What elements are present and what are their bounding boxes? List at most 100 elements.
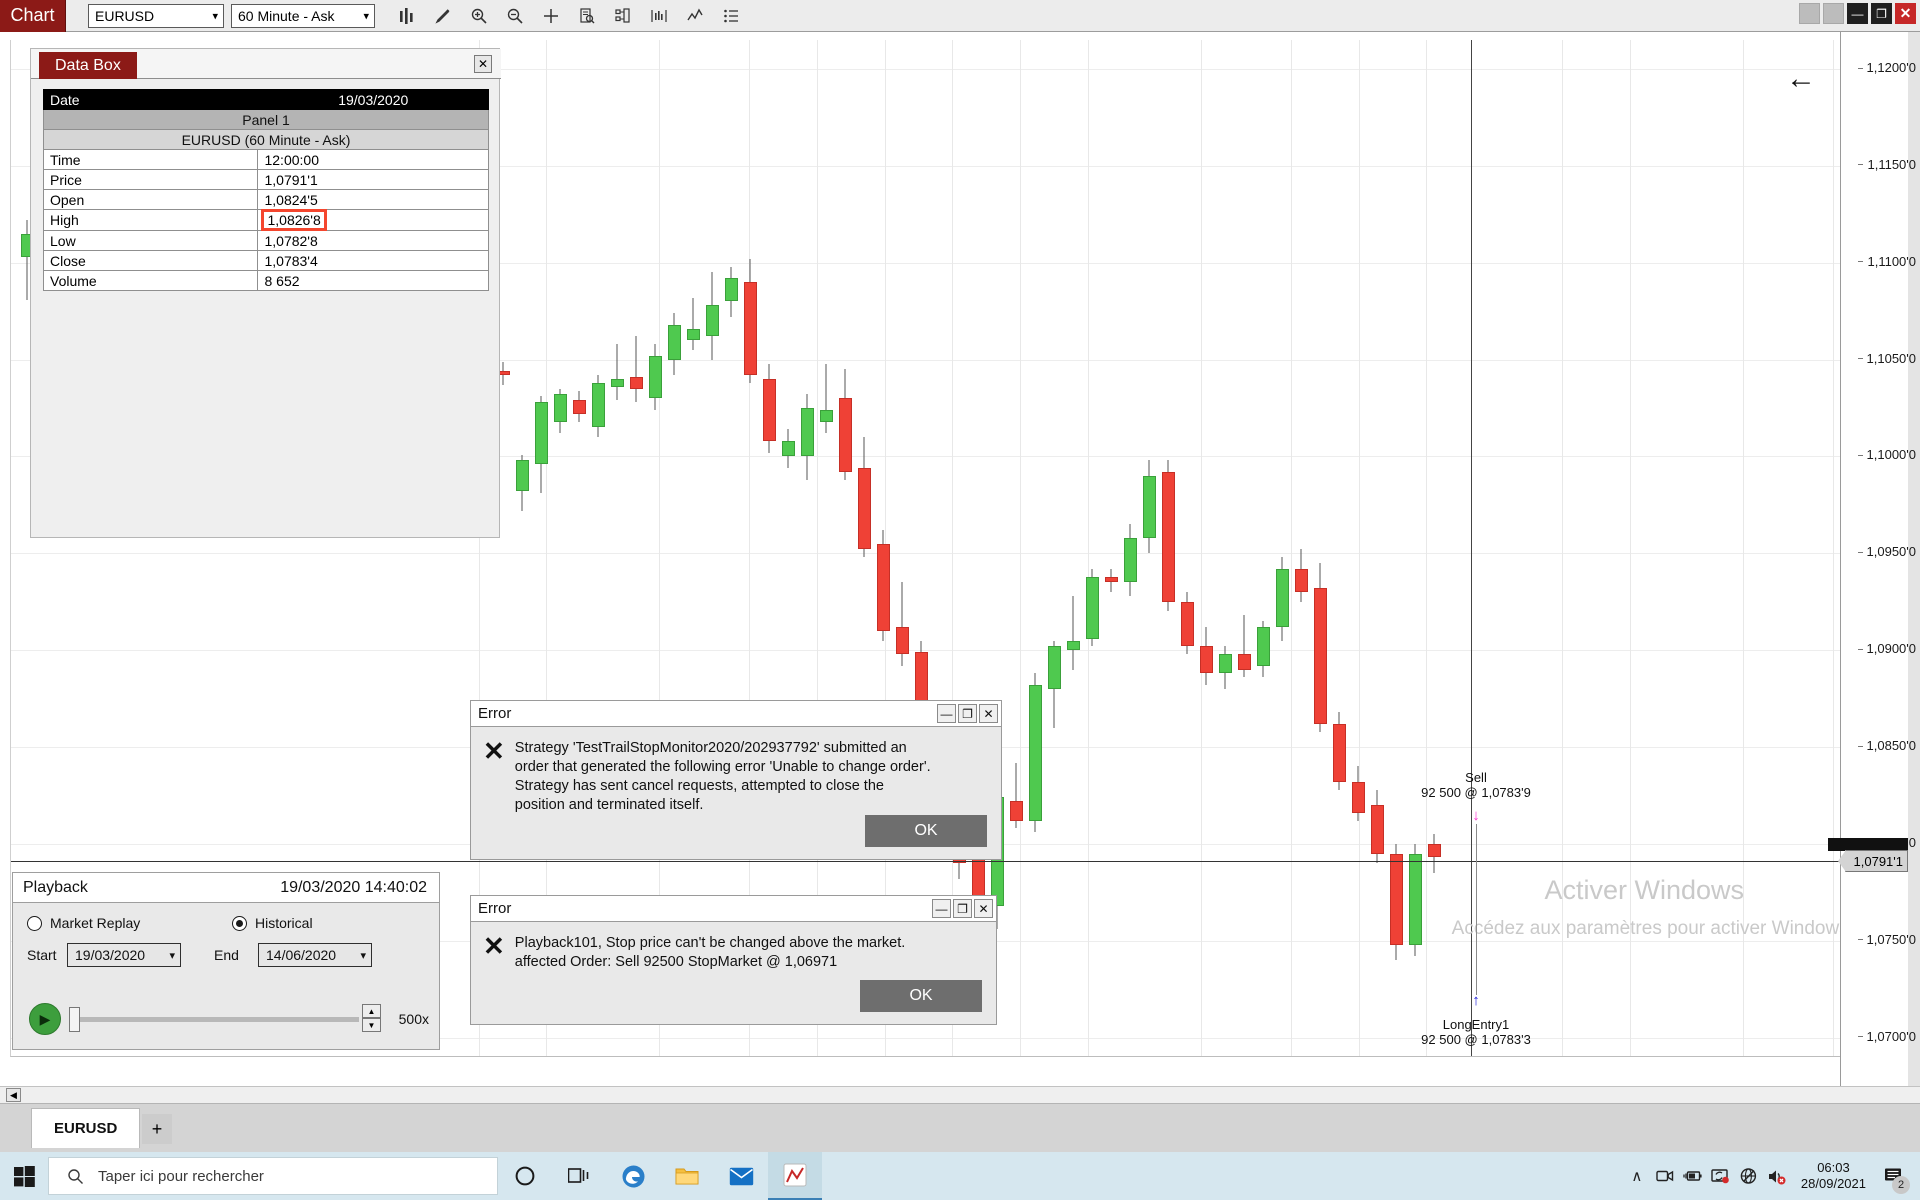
chart-horizontal-scrollbar[interactable]: ◀ [0,1086,1920,1103]
price-axis-scrollbar[interactable] [1908,32,1920,1092]
candle-body [1351,781,1365,813]
layout-icon[interactable] [605,0,641,32]
vertical-gridline [1020,40,1021,1056]
candlestick [819,363,833,434]
candlestick [1313,563,1327,732]
error-dialog-1[interactable]: Error — ❐ ✕ ✕ Strategy 'TestTrailStopMon… [470,700,1002,860]
zoom-out-icon[interactable] [497,0,533,32]
window-extra-button-1[interactable] [1799,3,1820,24]
speed-slider-handle[interactable] [69,1007,80,1032]
end-label: End [214,947,239,963]
interval-select[interactable]: 60 Minute - Ask ▾ [231,3,375,28]
notification-center-icon[interactable]: 2 [1876,1152,1912,1200]
minimize-button[interactable]: — [1847,3,1868,24]
dialog-body: ✕ Playback101, Stop price can't be chang… [471,922,996,972]
tray-volume-muted-icon[interactable] [1763,1152,1791,1200]
error-dialog-2[interactable]: Error — ❐ ✕ ✕ Playback101, Stop price ca… [470,895,997,1025]
back-arrow-icon[interactable]: ← [1786,62,1816,95]
tray-expand-icon[interactable]: ∧ [1631,1168,1643,1185]
order-arrow-long_entry: ↑ [1472,992,1480,1009]
minimize-button[interactable]: — [932,899,951,918]
restore-button[interactable]: ❐ [1871,3,1892,24]
chart-menu-button[interactable]: Chart [0,0,66,32]
close-icon[interactable]: ✕ [474,55,492,73]
data-box-row: EURUSD (60 Minute - Ask) [43,129,489,150]
window-extra-button-2[interactable] [1823,3,1844,24]
dialog-window-controls: — ❐ ✕ [937,704,998,723]
tray-camera-icon[interactable] [1651,1152,1679,1200]
indicator-icon[interactable] [641,0,677,32]
pencil-icon[interactable] [425,0,461,32]
playback-title: Playback [23,878,88,896]
market-replay-label: Market Replay [50,915,141,931]
cortana-icon[interactable] [498,1152,552,1200]
task-view-icon[interactable] [552,1152,606,1200]
mail-icon[interactable] [714,1152,768,1200]
line-chart-icon[interactable] [677,0,713,32]
historical-radio[interactable]: Historical [232,915,313,931]
candle-body [876,543,890,631]
order-name: LongEntry1 [1442,1017,1510,1032]
symbol-select[interactable]: EURUSD ▾ [88,3,224,28]
play-button[interactable]: ▶ [29,1003,61,1035]
end-date-value: 14/06/2020 [266,947,337,963]
radio-icon-selected [232,915,247,931]
search-input[interactable]: Taper ici pour rechercher [48,1157,498,1195]
clock[interactable]: 06:03 28/09/2021 [1801,1160,1866,1192]
list-icon[interactable] [713,0,749,32]
ok-button[interactable]: OK [860,980,982,1012]
start-date-select[interactable]: 19/03/2020 ▾ [67,943,181,967]
vertical-gridline [1291,40,1292,1056]
document-search-icon[interactable] [569,0,605,32]
edge-browser-icon[interactable] [606,1152,660,1200]
speed-stepper-down[interactable]: ▼ [362,1018,381,1032]
playback-timestamp: 19/03/2020 14:40:02 [280,878,427,896]
trading-platform-icon[interactable] [768,1152,822,1200]
candlestick [1066,595,1080,670]
speed-stepper[interactable]: ▲ ▼ [362,1004,381,1032]
candlestick [648,344,662,410]
tray-battery-icon[interactable] [1679,1152,1707,1200]
last-price-line [11,861,1840,863]
data-box-cell-value: 12:00:00 [257,149,489,170]
candlestick [1009,762,1023,829]
close-button[interactable]: ✕ [1895,3,1916,24]
playback-panel[interactable]: Playback 19/03/2020 14:40:02 Market Repl… [12,872,440,1050]
speed-slider[interactable] [69,1007,359,1032]
bar-chart-icon[interactable] [389,0,425,32]
vertical-gridline [1833,40,1834,1056]
restore-button[interactable]: ❐ [958,704,977,723]
tray-network-icon[interactable] [1735,1152,1763,1200]
market-replay-radio[interactable]: Market Replay [27,915,232,931]
candle-body [1218,654,1232,674]
minimize-button[interactable]: — [937,704,956,723]
scroll-left-icon[interactable]: ◀ [6,1088,21,1102]
add-tab-button[interactable]: + [142,1114,172,1144]
speed-stepper-up[interactable]: ▲ [362,1004,381,1018]
data-box-table: Date 19/03/2020 Panel 1 EURUSD (60 Minute -… [42,89,489,291]
tray-display-icon[interactable] [1707,1152,1735,1200]
close-button[interactable]: ✕ [979,704,998,723]
data-box-tab[interactable]: Data Box [39,52,137,79]
restore-button[interactable]: ❐ [953,899,972,918]
candle-body [1313,588,1327,724]
ok-button[interactable]: OK [865,815,987,847]
dialog-message: Playback101, Stop price can't be changed… [514,935,906,970]
zoom-in-icon[interactable] [461,0,497,32]
crosshair-icon[interactable] [533,0,569,32]
candle-wick [901,582,903,666]
data-box-panel[interactable]: Data Box ✕ Date 19/03/2020 Panel 1 EURUSD (… [30,48,501,538]
data-box-row: Close 1,0783'4 [42,250,489,271]
dialog-titlebar: Error — ❐ ✕ [471,896,996,922]
tick-mark [1857,454,1863,456]
start-button[interactable] [0,1152,48,1200]
windows-taskbar: Taper ici pour rechercher ∧ [0,1152,1920,1200]
candlestick [743,258,757,383]
candle-body [1237,654,1251,670]
price-axis[interactable]: 1,1200'0 1,1150'0 1,1100'0 1,1050'0 1,1000'0… [1828,32,1920,1092]
end-date-select[interactable]: 14/06/2020 ▾ [258,943,372,967]
vertical-gridline [479,40,480,1056]
tab-eurusd[interactable]: EURUSD [31,1108,141,1148]
file-explorer-icon[interactable] [660,1152,714,1200]
close-button[interactable]: ✕ [974,899,993,918]
